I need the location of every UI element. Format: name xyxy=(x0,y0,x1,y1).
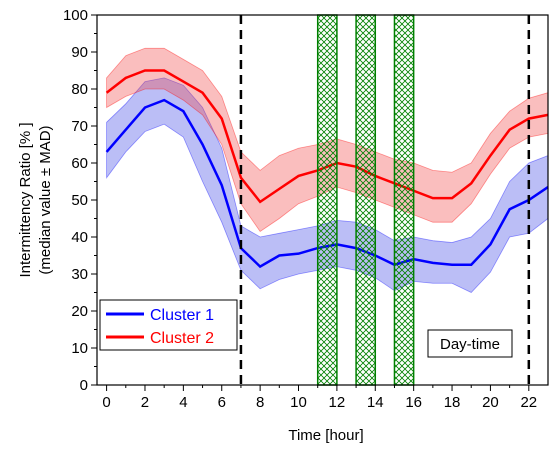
legend-box xyxy=(99,299,238,351)
y-tick-label: 40 xyxy=(71,229,88,246)
legend-label: Cluster 1 xyxy=(150,307,214,324)
x-tick-label: 16 xyxy=(405,394,422,411)
annotation-box xyxy=(427,329,513,358)
x-tick-label: 2 xyxy=(141,394,149,411)
y-axis-label: (median value ± MAD) xyxy=(37,125,54,274)
x-tick-label: 10 xyxy=(290,394,307,411)
y-tick-label: 90 xyxy=(71,44,88,61)
shaded-region xyxy=(393,14,415,386)
x-tick-label: 8 xyxy=(256,394,264,411)
x-axis-label: Time [hour] xyxy=(288,427,363,444)
y-tick-label: 0 xyxy=(80,377,88,394)
y-axis-label: Intermittency Ratio [% ] xyxy=(17,122,34,277)
y-tick-label: 20 xyxy=(71,303,88,320)
x-tick-label: 0 xyxy=(102,394,110,411)
y-tick-label: 60 xyxy=(71,155,88,172)
x-tick-label: 18 xyxy=(444,394,461,411)
x-tick-label: 20 xyxy=(482,394,499,411)
x-tick-label: 22 xyxy=(520,394,537,411)
y-tick-label: 100 xyxy=(63,7,88,24)
y-tick-label: 10 xyxy=(71,340,88,357)
x-tick-label: 14 xyxy=(367,394,384,411)
shaded-region xyxy=(355,14,377,386)
y-tick-label: 80 xyxy=(71,81,88,98)
x-tick-label: 4 xyxy=(179,394,187,411)
y-tick-label: 30 xyxy=(71,266,88,283)
y-tick-label: 70 xyxy=(71,118,88,135)
x-tick-label: 12 xyxy=(329,394,346,411)
annotation: Day-time xyxy=(440,336,500,353)
y-tick-label: 50 xyxy=(71,192,88,209)
legend-label: Cluster 2 xyxy=(150,330,214,347)
x-tick-label: 6 xyxy=(218,394,226,411)
shaded-region xyxy=(316,14,338,386)
